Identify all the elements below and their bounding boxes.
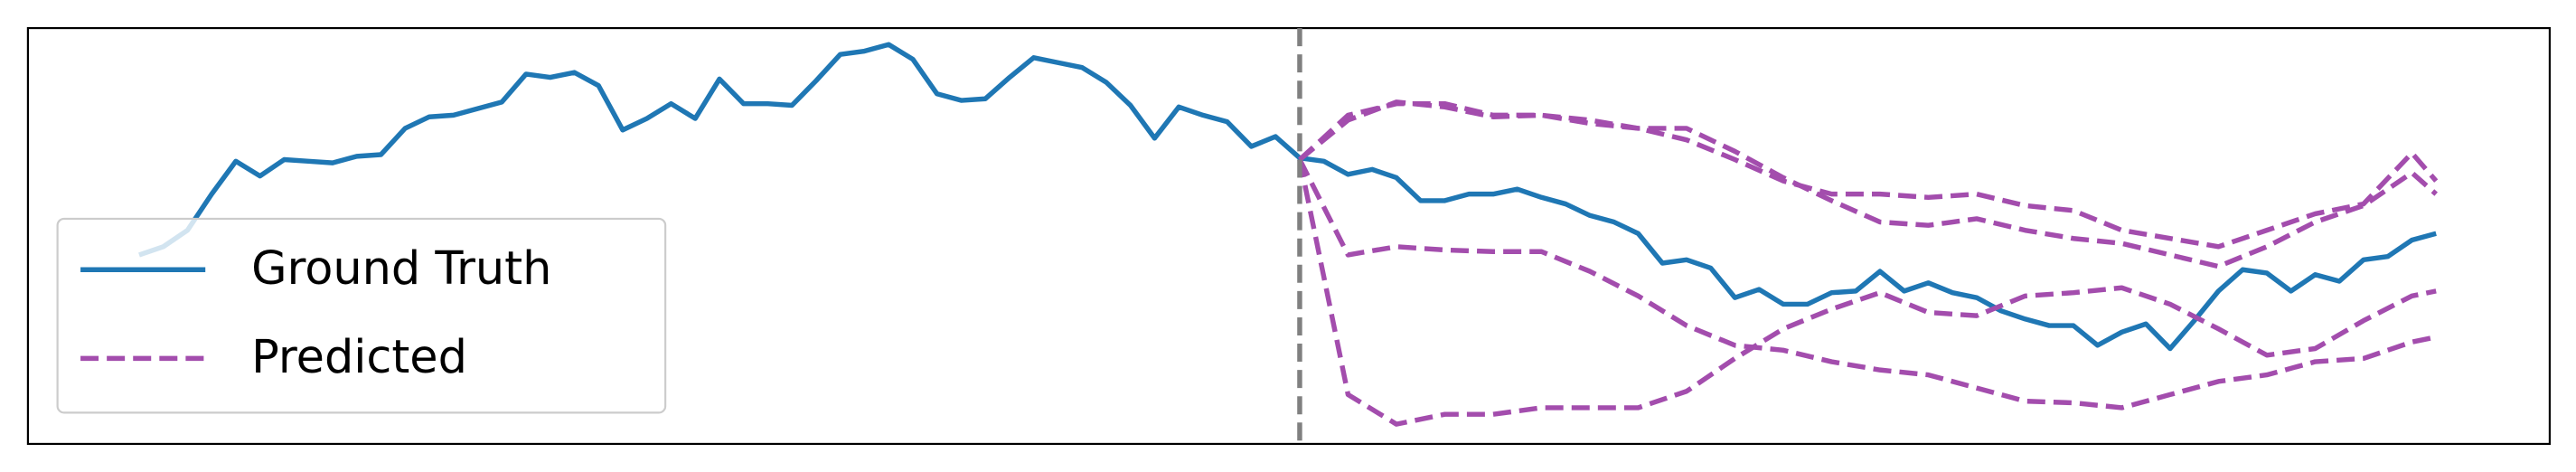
plot-frame	[26, 26, 2552, 446]
legend-label: Predicted	[251, 331, 467, 384]
predicted-line	[1298, 99, 2438, 269]
predicted-line	[1297, 158, 2437, 427]
predicted-line	[1298, 100, 2439, 250]
legend-label: Ground Truth	[251, 242, 551, 296]
predicted-line	[1297, 158, 2437, 411]
ground-truth-line	[138, 42, 2437, 352]
legend-box	[56, 217, 667, 414]
